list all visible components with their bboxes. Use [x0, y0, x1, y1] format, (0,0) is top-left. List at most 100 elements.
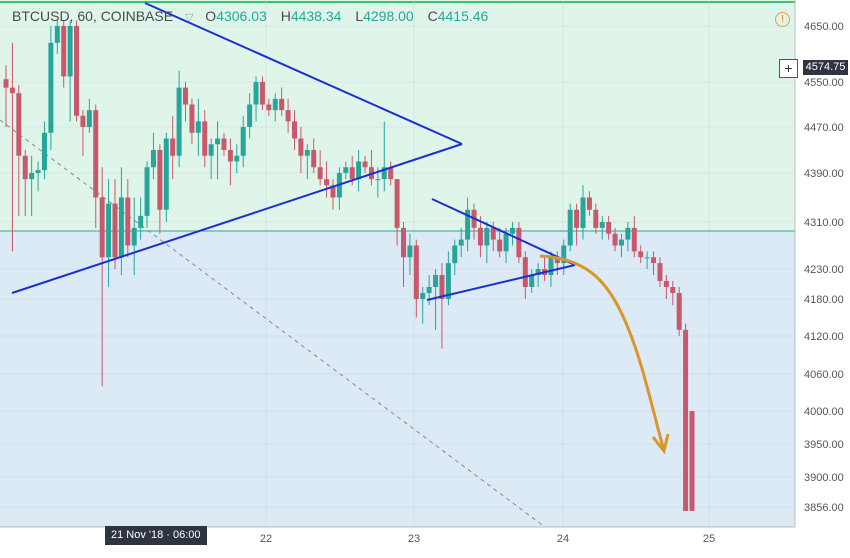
candle-body: [125, 197, 131, 246]
candle-body: [574, 209, 580, 228]
price-tick-label: 4650.00: [804, 21, 844, 33]
chevron-down-icon[interactable]: ▽: [184, 12, 194, 24]
candle-body: [612, 233, 618, 246]
candle-body: [285, 110, 291, 122]
candle-body: [580, 197, 586, 228]
candle-body: [509, 227, 515, 234]
candle-body: [663, 281, 669, 287]
price-tick-label: 4120.00: [804, 331, 844, 343]
candle-body: [9, 87, 15, 94]
candle-body: [644, 257, 650, 259]
candle-body: [388, 167, 394, 180]
time-tick-label: 23: [408, 533, 420, 545]
candle-body: [554, 257, 560, 264]
candles: [3, 20, 695, 511]
candle-body: [503, 233, 509, 252]
trendline-lower-big: [11, 143, 463, 294]
candle-body: [99, 197, 105, 258]
candle-body: [3, 79, 9, 88]
candle-body: [292, 121, 298, 139]
price-tick-label: 4390.00: [804, 168, 844, 180]
open-label: O: [205, 8, 217, 24]
candle-body: [138, 215, 144, 228]
candle-body: [394, 179, 400, 228]
candle-body: [599, 222, 605, 228]
candle-body: [131, 227, 137, 246]
candle-body: [227, 150, 233, 162]
candle-body: [433, 275, 439, 287]
add-crosshair-button[interactable]: +: [779, 59, 798, 78]
symbol-label[interactable]: BTCUSD, 60, COINBASE: [12, 8, 174, 24]
candle-body: [253, 82, 259, 105]
candle-body: [311, 150, 317, 168]
candle-body: [445, 263, 451, 299]
candle-body: [670, 287, 676, 293]
candle-body: [259, 82, 265, 105]
forecast-arrow-head: [651, 433, 670, 455]
price-tick-label: 3856.00: [804, 502, 844, 514]
candle-body: [490, 227, 496, 240]
candle-body: [22, 155, 28, 180]
close-value: 4415.46: [437, 8, 489, 24]
grid-lines: [0, 0, 795, 527]
candle-body: [61, 26, 67, 77]
symbol-header[interactable]: BTCUSD, 60, COINBASE ▽ O4306.03 H4438.34…: [12, 8, 498, 24]
candle-body: [183, 87, 189, 105]
candle-body: [106, 203, 112, 258]
time-axis-labels: 22 23 24 25: [260, 533, 715, 545]
candle-body: [202, 121, 208, 156]
time-tick-label: 25: [703, 533, 715, 545]
price-axis-bg: [795, 0, 850, 527]
candle-body: [683, 329, 689, 511]
candle-body: [189, 104, 195, 133]
candle-body: [16, 93, 22, 156]
candle-body: [247, 104, 253, 127]
candle-body: [477, 227, 483, 246]
crosshair-price-label: 4574.75: [803, 60, 848, 75]
price-tick-label: 4310.00: [804, 217, 844, 229]
candle-body: [279, 98, 285, 111]
candle-body: [567, 209, 573, 246]
low-label: L: [355, 8, 364, 24]
price-tick-label: 4060.00: [804, 369, 844, 381]
candle-body: [561, 245, 567, 264]
candle-body: [266, 104, 272, 111]
candle-body: [272, 98, 278, 111]
price-tick-label: 3950.00: [804, 439, 844, 451]
candle-body: [497, 239, 503, 252]
candle-body: [400, 227, 406, 258]
low-value: 4298.00: [363, 8, 414, 24]
open-value: 4306.03: [216, 8, 267, 24]
candle-body: [420, 293, 426, 299]
alert-icon[interactable]: !: [775, 12, 790, 27]
candle-body: [176, 87, 182, 156]
candle-body: [465, 209, 471, 240]
candle-body: [593, 209, 599, 228]
candle-body: [163, 138, 169, 210]
crosshair-diagonal: [0, 119, 546, 528]
candle-body: [522, 257, 528, 287]
candle-body: [651, 257, 657, 264]
candle-body: [170, 138, 176, 156]
candle-body: [484, 227, 490, 246]
candle-body: [74, 26, 80, 116]
candle-body: [516, 227, 522, 258]
time-tick-label: 24: [557, 533, 569, 545]
candle-body: [375, 179, 381, 181]
crosshair-time-label: 21 Nov '18 · 06:00: [105, 526, 207, 545]
trendline-lower-small: [426, 264, 576, 301]
candle-body: [452, 245, 458, 264]
candle-body: [112, 203, 118, 258]
lower-zone: [0, 231, 795, 527]
candle-body: [535, 269, 541, 275]
candle-body: [618, 239, 624, 246]
candle-body: [317, 167, 323, 180]
candle-body: [362, 161, 368, 168]
candle-body: [606, 222, 612, 234]
candle-body: [638, 251, 644, 258]
candle-body: [657, 263, 663, 281]
candle-body: [413, 245, 419, 299]
candle-body: [676, 293, 682, 330]
candle-body: [631, 227, 637, 252]
